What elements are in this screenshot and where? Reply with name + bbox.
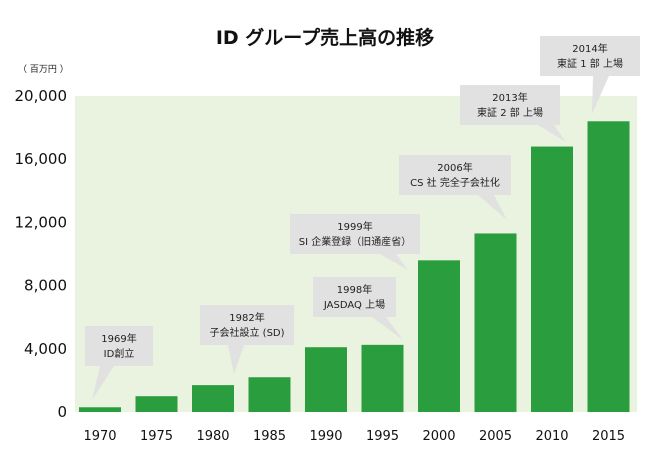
callout-event: 子会社設立 (SD) [209,326,284,339]
x-tick-label: 1980 [196,429,229,444]
callout-box [460,85,560,125]
x-tick-label: 2000 [422,429,455,444]
callout-pointer [478,195,507,220]
x-tick-label: 2010 [535,429,568,444]
callout-pointer [92,366,114,400]
x-tick-label: 1990 [309,429,342,444]
bar-1975 [135,396,178,412]
callout-box [540,36,640,76]
callout-pointer [380,254,408,270]
callout-box [313,277,396,317]
callout-1999年: 1999年 SI 企業登録（旧通産省） [290,214,420,270]
y-tick-label: 8,000 [24,277,67,295]
bar-1985 [248,377,291,412]
bar-1995 [361,344,404,412]
bar-2010 [531,146,573,412]
callout-event: ID創立 [104,347,135,360]
x-tick-label: 2005 [479,429,512,444]
bar-2005 [474,233,517,412]
callout-event: CS 社 完全子会社化 [410,176,500,189]
callout-event: 東証 1 部 上場 [557,57,623,70]
callout-event: JASDAQ 上場 [323,298,385,311]
y-tick-label: 20,000 [15,87,68,105]
y-tick-label: 0 [57,403,67,421]
bar-1970 [79,407,121,412]
bar-1980 [192,385,234,412]
callout-1998年: 1998年 JASDAQ 上場 [313,277,403,340]
callout-box [290,214,420,254]
y-tick-label: 16,000 [15,150,68,168]
x-axis-ticks: 1970 1975 1980 1985 1990 1995 2000 2005 2010 2015 [83,429,625,444]
y-axis-unit-label: （ 百万円 ） [18,64,69,75]
callout-year: 2013年 [492,91,527,104]
callout-year: 2006年 [437,161,472,174]
callout-pointer [538,125,566,142]
callout-event: 東証 2 部 上場 [477,106,543,119]
callout-year: 1998年 [337,283,372,296]
callout-box [399,155,511,195]
x-tick-label: 1975 [140,429,173,444]
callout-pointer [228,345,244,374]
callout-box [85,326,153,366]
y-axis-ticks: 0 4,000 8,000 12,000 16,000 20,000 [15,87,68,421]
callout-year: 1969年 [101,332,136,345]
callout-pointer [592,76,609,114]
callout-box [200,305,294,345]
x-tick-label: 1985 [253,429,286,444]
callout-2006年: 2006年 CS 社 完全子会社化 [399,155,511,220]
y-tick-label: 12,000 [15,213,68,231]
callout-1969年: 1969年 ID創立 [85,326,153,400]
bar-2015 [587,121,630,412]
bar-2000 [418,260,460,412]
y-tick-label: 4,000 [24,340,67,358]
callout-pointer [372,317,403,340]
callout-year: 2014年 [572,42,607,55]
x-tick-label: 1995 [366,429,399,444]
callout-year: 1999年 [337,220,372,233]
bar-group [79,121,630,412]
chart-title: ID グループ売上高の推移 [216,26,434,49]
callout-event: SI 企業登録（旧通産省） [299,235,411,248]
x-tick-label: 2015 [592,429,625,444]
x-tick-label: 1970 [83,429,116,444]
callout-year: 1982年 [229,311,264,324]
bar-1990 [305,347,347,412]
